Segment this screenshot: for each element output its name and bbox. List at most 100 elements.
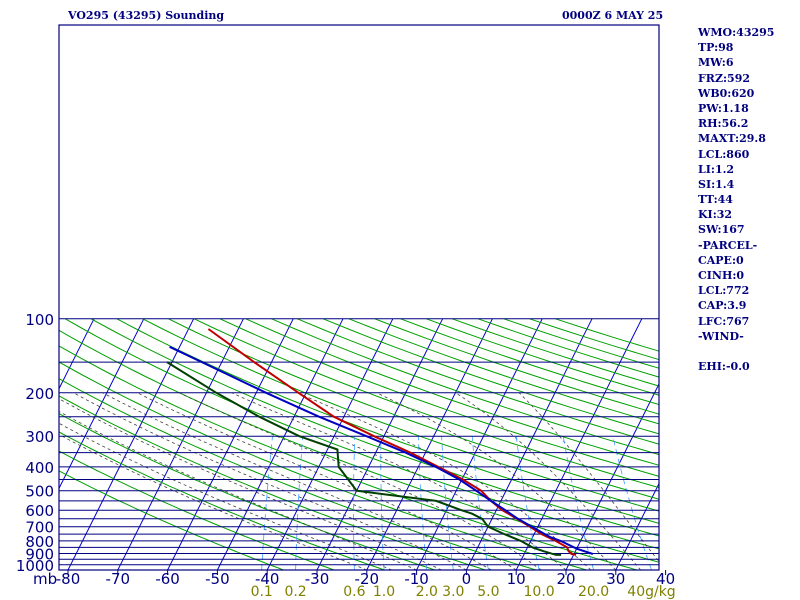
index-row: SW:167	[698, 223, 745, 237]
pressure-tick-label: 900	[25, 546, 54, 564]
index-row: WMO:43295	[698, 26, 775, 39]
moist-adiabat-line	[376, 392, 617, 570]
dewpoint-profile-line	[166, 361, 562, 556]
pressure-tick-label: 1000	[16, 557, 54, 575]
moist-adiabat-line	[102, 392, 492, 570]
moist-adiabat-line	[179, 392, 542, 570]
sounding-indices-panel: WMO:43295 TP:98 MW:6 FRZ:592 WB0:620 PW:1.18 R…	[698, 25, 798, 374]
moist-adiabat-line	[455, 392, 642, 570]
index-row: KI:32	[698, 208, 733, 222]
mixing-ratio-label: 2.0	[416, 584, 438, 600]
dry-adiabat-line	[59, 413, 436, 570]
isobar-lines	[59, 318, 659, 566]
dry-adiabat-line	[65, 318, 659, 550]
isotherm-line	[366, 318, 493, 570]
temperature-tick-label: 20	[556, 570, 575, 588]
isotherm-line	[117, 318, 244, 570]
parcel-profile-line	[169, 345, 594, 555]
isotherm-line	[59, 318, 95, 390]
pressure-tick-label: 700	[25, 519, 54, 537]
index-row: MW:6	[698, 56, 734, 70]
dry-adiabat-line	[323, 318, 659, 435]
sounding-profiles	[166, 328, 594, 556]
isotherm-line	[565, 382, 659, 570]
dry-adiabat-line	[59, 395, 486, 570]
moist-adiabat-line	[59, 410, 417, 570]
pressure-tick-label: 600	[25, 502, 54, 520]
pressure-tick-label: 400	[25, 459, 54, 477]
isotherm-line	[59, 318, 145, 490]
index-row: CAPE:0	[698, 253, 744, 267]
pressure-tick-label: 300	[25, 428, 54, 446]
mixing-ratio-label: 0.6	[343, 584, 365, 600]
mixing-ratio-line	[380, 436, 385, 570]
temperature-tick-label: -60	[155, 570, 180, 588]
dry-adiabat-line	[142, 318, 659, 512]
pressure-tick-label: 200	[25, 385, 54, 403]
index-row: WB0:620	[698, 86, 755, 100]
index-row: SI:1.4	[698, 177, 735, 191]
index-row: EHI:-0.0	[698, 360, 750, 374]
mixing-ratio-label: 40g/kg	[627, 584, 675, 600]
mixing-ratio-label: 20.0	[578, 584, 609, 600]
mixing-ratio-line	[441, 436, 454, 570]
temperature-tick-label: -80	[56, 570, 81, 588]
diagram-grid	[59, 318, 659, 570]
isotherm-line	[615, 482, 659, 570]
moist-adiabat-line	[231, 392, 567, 570]
dry-adiabat-line	[90, 318, 659, 537]
pressure-unit-label: mb	[33, 570, 57, 588]
dry-adiabat-line	[59, 450, 335, 570]
mixing-ratio-line	[612, 436, 652, 570]
pressure-tick-label: 100	[25, 311, 54, 329]
dry-adiabat-line	[59, 378, 537, 570]
isotherm-line	[465, 318, 593, 570]
index-row: LCL:860	[698, 147, 750, 161]
mixing-ratio-line	[471, 436, 489, 570]
station-title: VO295 (43295) Sounding	[68, 9, 225, 22]
isotherm-line	[216, 318, 344, 570]
sounding-time: 0000Z 6 MAY 25	[562, 9, 664, 22]
moist-adiabat-line	[518, 392, 659, 563]
dry-adiabat-line	[297, 318, 659, 445]
mixing-ratio-label: 10.0	[524, 584, 555, 600]
plot-border	[58, 24, 660, 571]
index-row: TP:98	[698, 41, 734, 55]
dry-adiabat-line	[245, 318, 659, 466]
temperature-tick-labels: -80 -70 -60 -50 -40 -30 -20 -10 0 10 20 30 40	[56, 570, 675, 588]
isotherm-line	[515, 318, 643, 570]
temperature-tick-label: 10	[507, 570, 526, 588]
dry-adiabat-line	[193, 318, 659, 489]
mixing-ratio-label: 1.0	[373, 584, 395, 600]
pressure-tick-label: 500	[25, 483, 54, 501]
dry-adiabat-line	[59, 470, 284, 570]
index-row: TT:44	[698, 193, 733, 207]
mixing-ratio-line	[562, 436, 594, 570]
mixing-ratio-line	[418, 436, 428, 570]
mixing-ratio-label: 0.2	[284, 584, 306, 600]
index-row: LFC:767	[698, 314, 750, 328]
index-row: RH:56.2	[698, 117, 749, 131]
dry-adiabat-line	[348, 318, 659, 425]
dry-adiabat-line	[59, 431, 385, 570]
temperature-tick-label: -50	[205, 570, 230, 588]
moist-adiabat-line	[73, 392, 467, 570]
isotherm-line	[67, 318, 195, 570]
index-row: FRZ:592	[698, 71, 751, 85]
index-row: MAXT:29.8	[698, 132, 766, 146]
isotherm-line	[316, 318, 444, 570]
dry-adiabat-line	[168, 318, 659, 500]
mixing-ratio-line	[261, 436, 273, 570]
isotherm-line	[167, 318, 294, 570]
temperature-tick-label: -20	[355, 570, 380, 588]
mixing-ratio-labels: 0.1 0.2 0.6 1.0 2.0 3.0 5.0 10.0 20.0 40g/kg	[251, 584, 676, 600]
index-row: LCL:772	[698, 284, 750, 298]
moist-adiabat-line	[297, 392, 592, 570]
temperature-tick-label: -70	[106, 570, 131, 588]
dry-adiabat-line	[59, 345, 638, 570]
mixing-ratio-label: 0.1	[251, 584, 273, 600]
index-row: -PARCEL-	[698, 238, 758, 252]
mixing-ratio-line	[515, 436, 540, 570]
